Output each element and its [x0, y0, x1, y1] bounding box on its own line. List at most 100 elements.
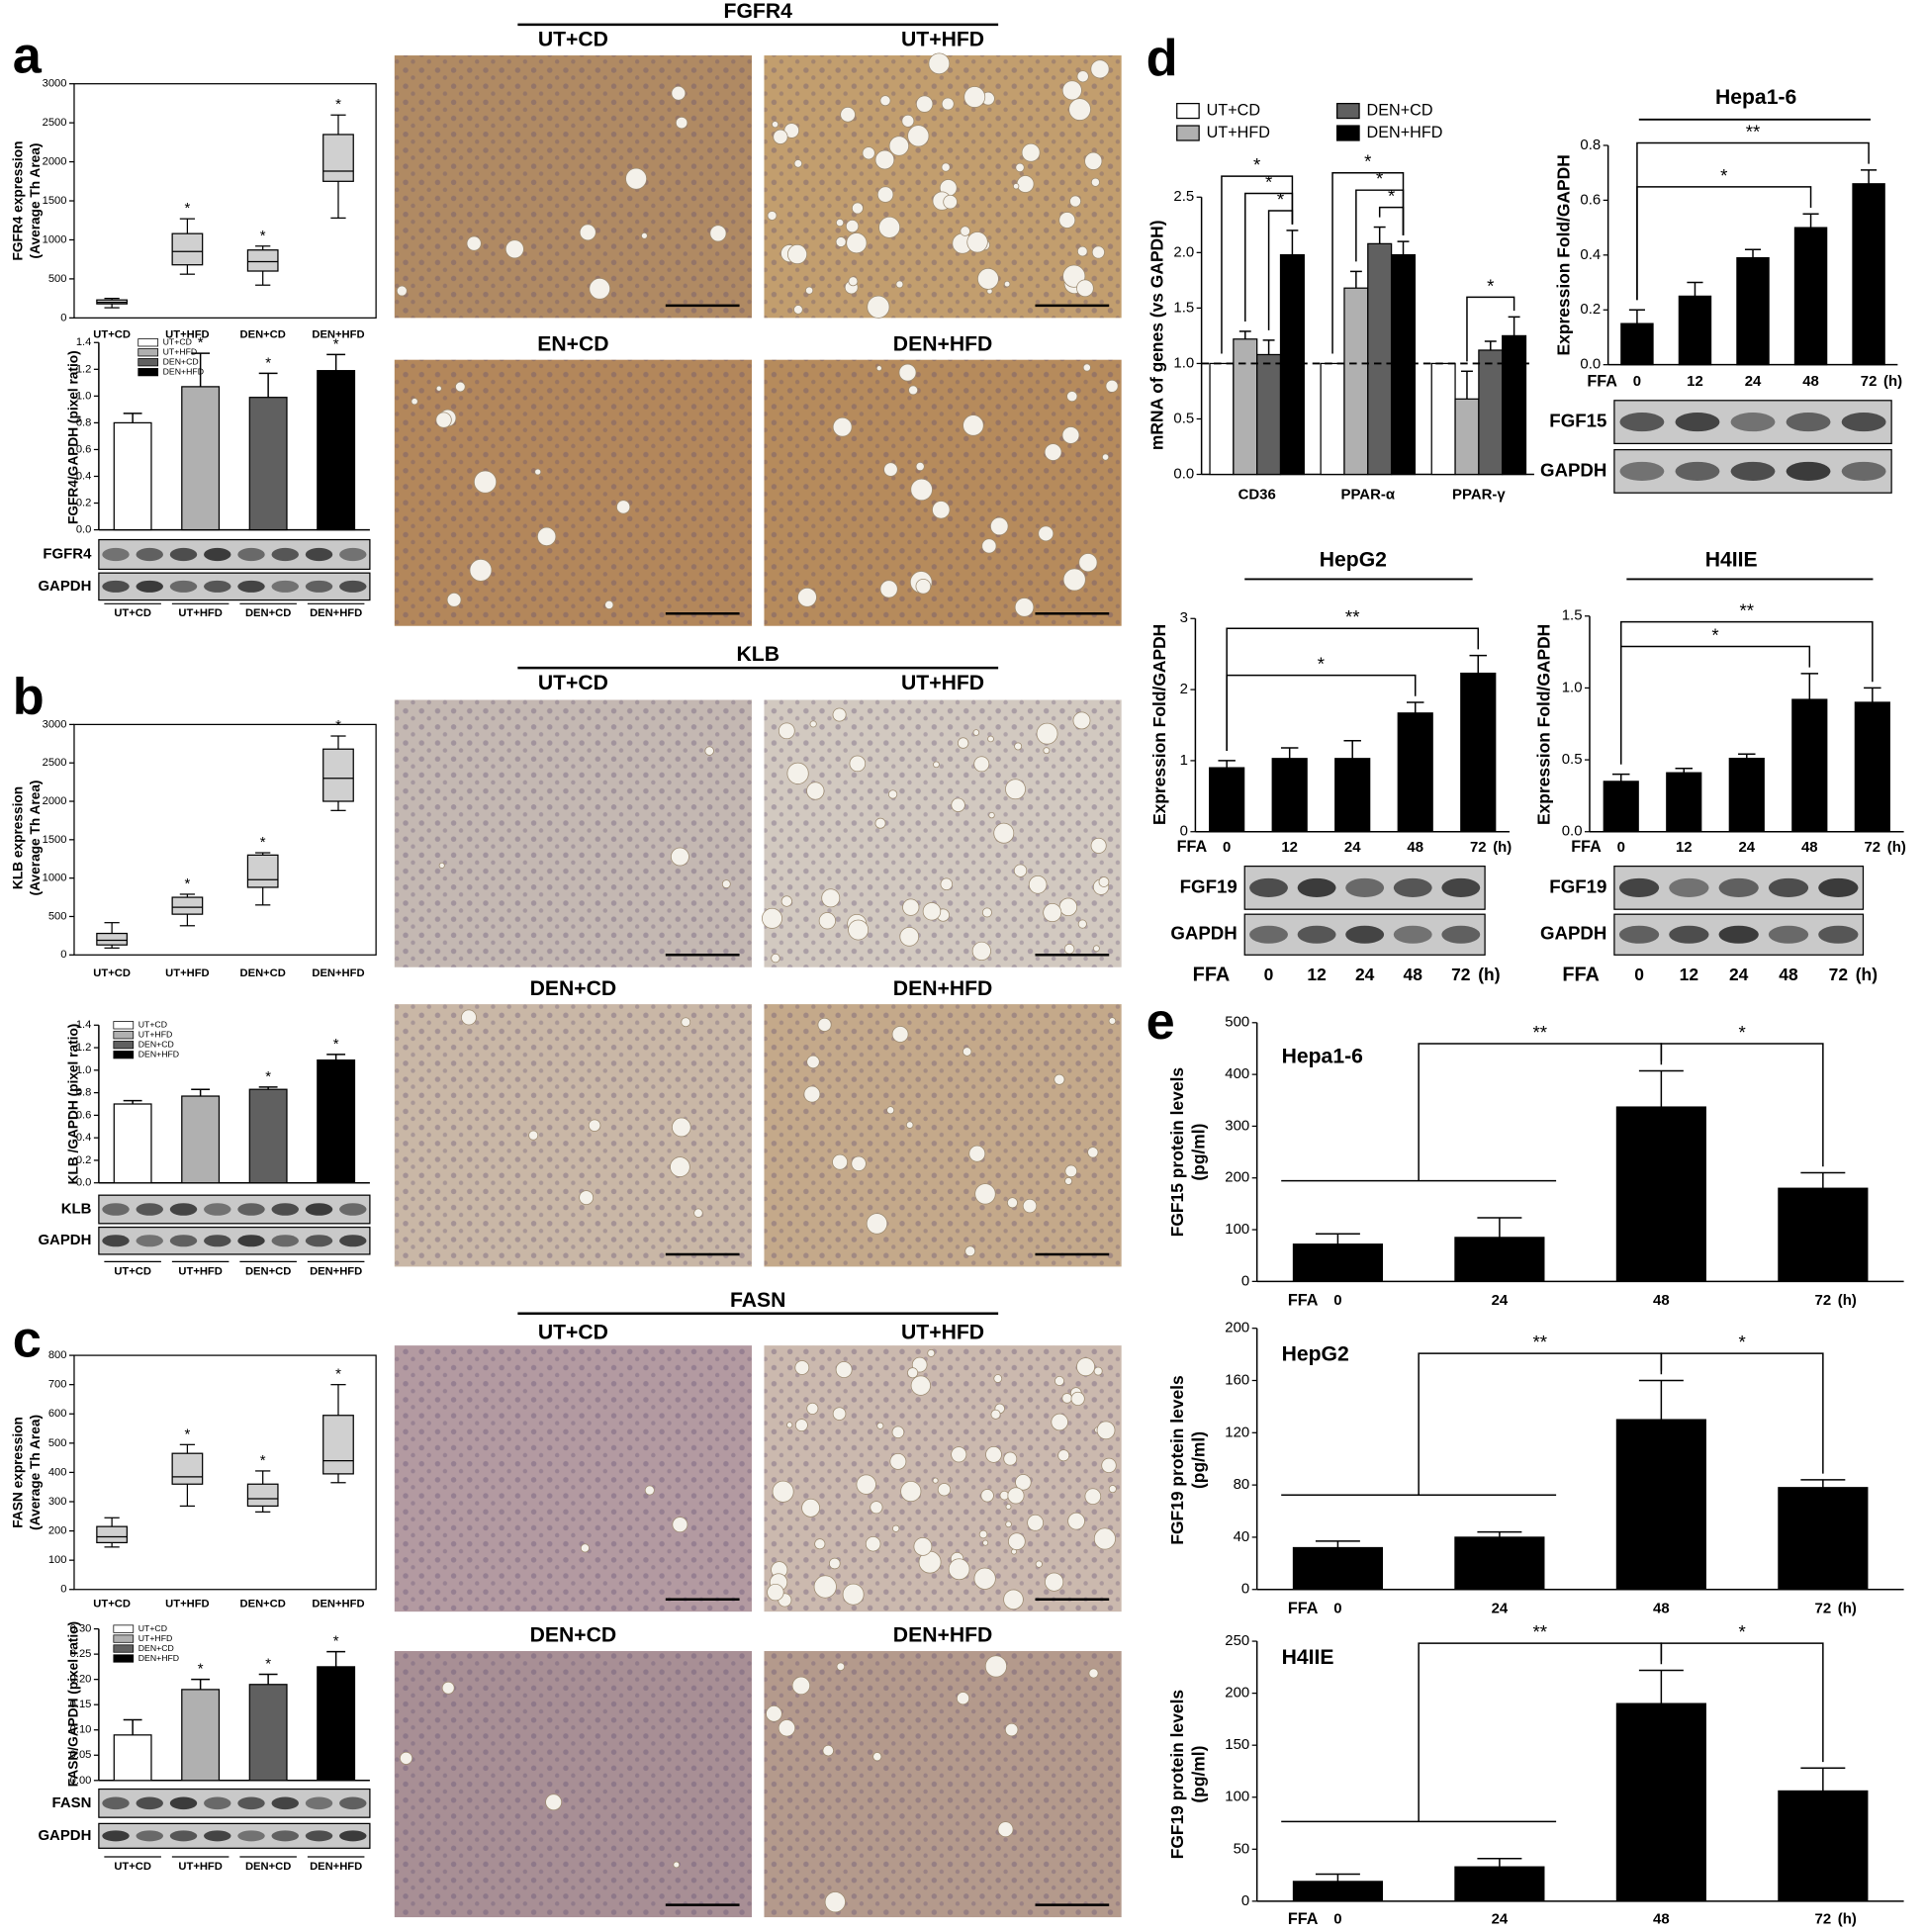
lipid-droplet [1007, 1487, 1025, 1505]
legend-label: UT+CD [138, 1020, 167, 1030]
micrograph-title: FGFR4 [724, 0, 793, 23]
y-axis-label: (pg/ml) [1188, 1746, 1208, 1803]
blot-band [1818, 925, 1859, 944]
lipid-droplet [1090, 59, 1110, 79]
y-tick-label: 2000 [43, 156, 67, 168]
blot-x-label: 48 [1779, 965, 1798, 984]
chart-title: HepG2 [1282, 1343, 1349, 1366]
lipid-droplet [1054, 1073, 1065, 1085]
legend-label: UT+CD [163, 337, 192, 347]
significance: * [1277, 189, 1284, 210]
bar [1334, 758, 1371, 833]
bar [1778, 1790, 1869, 1902]
x-tick-label: UT+HFD [165, 1599, 209, 1610]
significance: * [184, 200, 190, 217]
legend-swatch [1176, 125, 1200, 141]
y-axis-label: FGF15 protein levels [1167, 1067, 1187, 1237]
bar [181, 1689, 221, 1782]
y-tick-label: 700 [48, 1379, 67, 1391]
y-tick-label: 100 [48, 1554, 67, 1566]
y-tick-label: 100 [1225, 1221, 1249, 1238]
lipid-droplet [818, 912, 836, 930]
lipid-droplet [767, 1583, 784, 1602]
bar [248, 1684, 288, 1782]
lipid-droplet [1022, 1198, 1038, 1214]
lipid-droplet [901, 114, 915, 128]
micrograph-label: UT+HFD [901, 29, 984, 51]
y-tick-label: 0 [60, 949, 66, 961]
lipid-droplet [1062, 568, 1086, 592]
x-tick-label: 0 [1333, 1292, 1341, 1309]
lipid-droplet [872, 1752, 882, 1762]
lipid-droplet [828, 1557, 841, 1570]
lipid-droplet [822, 1744, 834, 1757]
y-tick-label: 200 [48, 1525, 67, 1537]
x-tick-label: 48 [1801, 839, 1818, 856]
lipid-droplet [905, 1121, 914, 1129]
lipid-droplet [709, 225, 727, 242]
lipid-droplet [675, 116, 688, 130]
y-axis-label: (Average Th Area) [28, 143, 43, 259]
comparison-bracket [1619, 645, 1811, 765]
box [246, 249, 279, 272]
blot-band [1249, 877, 1288, 897]
significance: * [333, 335, 339, 352]
y-tick-label: 0.6 [1580, 191, 1601, 208]
lipid-droplet [1088, 1668, 1099, 1679]
blot-band [305, 547, 333, 562]
lipid-droplet [793, 159, 803, 168]
lipid-droplet [794, 1419, 808, 1432]
blot-band [102, 1830, 130, 1842]
lipid-droplet [806, 1055, 820, 1069]
x-tick-label: 0 [1333, 1910, 1341, 1927]
x-tick-label: DEN+CD [240, 1599, 286, 1610]
blot-band [1393, 877, 1432, 897]
bar [1615, 1106, 1706, 1282]
lipid-droplet [1076, 70, 1089, 83]
lipid-droplet [1003, 1451, 1018, 1466]
lipid-droplet [973, 756, 990, 773]
blot-band [169, 1203, 198, 1216]
blot-band [169, 1796, 198, 1810]
lipid-droplet [589, 278, 611, 300]
lipid-droplet [915, 462, 925, 472]
lipid-droplet [990, 516, 1009, 536]
y-tick-label: 1.4 [76, 336, 92, 348]
lipid-droplet [644, 1485, 655, 1496]
bar [1209, 767, 1245, 833]
y-tick-label: 0 [60, 1584, 66, 1596]
micrograph-label: UT+HFD [901, 1321, 984, 1343]
legend-label: UT+HFD [163, 347, 198, 357]
lipid-droplet [786, 762, 809, 784]
lipid-droplet [673, 1861, 681, 1869]
lipid-droplet [973, 1567, 996, 1590]
lipid-droplet [1007, 1197, 1018, 1209]
bar [1678, 295, 1712, 366]
lipid-droplet [876, 1422, 884, 1429]
lipid-droplet [1082, 363, 1091, 372]
micrograph-label: UT+CD [538, 1321, 608, 1343]
blot-x-axis-label: FFA [1193, 965, 1231, 986]
significance: * [333, 1633, 339, 1650]
lipid-droplet [971, 941, 991, 961]
box [171, 232, 204, 266]
x-tick-label: 24 [1492, 1910, 1509, 1927]
legend-swatch [138, 348, 159, 357]
box [322, 1415, 354, 1475]
bar [1666, 772, 1702, 833]
lipid-droplet [1093, 1366, 1103, 1376]
y-tick-label: 0.5 [1173, 410, 1194, 426]
lipid-droplet [981, 538, 997, 554]
lipid-droplet [461, 1009, 477, 1026]
lipid-droplet [907, 125, 930, 147]
lipid-droplet [895, 280, 904, 289]
significance: ** [1532, 1332, 1547, 1352]
bar [1854, 701, 1890, 833]
lipid-droplet [892, 1524, 900, 1532]
lipid-droplet [974, 1183, 996, 1205]
legend-label: UT+HFD [138, 1633, 173, 1643]
lipid-droplet [721, 879, 731, 889]
blot-band [102, 1796, 130, 1810]
legend-label: DEN+CD [1367, 101, 1433, 119]
